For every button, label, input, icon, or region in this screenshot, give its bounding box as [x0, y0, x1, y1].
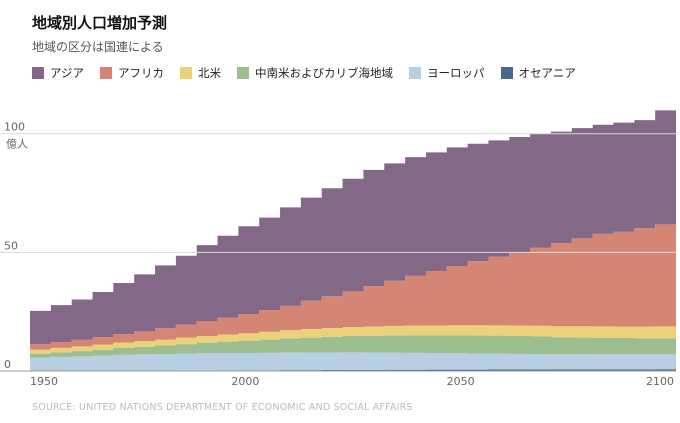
- legend-item-north-america: 北米: [180, 65, 221, 81]
- series-area-3: [30, 325, 676, 354]
- legend-label: 中南米およびカリブ海地域: [255, 66, 394, 80]
- legend-item-asia: アジア: [32, 65, 84, 81]
- series-area-4: [30, 224, 676, 350]
- legend-swatch: [100, 67, 113, 79]
- legend-label: アフリカ: [118, 66, 165, 80]
- legend-item-africa: アフリカ: [100, 65, 164, 81]
- series-areas: [30, 110, 676, 371]
- y-tick-label: 0: [4, 358, 11, 371]
- y-tick-label: 100: [4, 121, 25, 134]
- source-note: SOURCE: UNITED NATIONS DEPARTMENT OF ECO…: [32, 402, 413, 413]
- y-unit-label: 億人: [6, 138, 28, 151]
- legend-label: 北米: [198, 66, 222, 80]
- x-tick-label: 2000: [231, 375, 259, 388]
- legend-item-europe: ヨーロッパ: [409, 65, 485, 81]
- x-tick-label: 2050: [447, 375, 475, 388]
- gridlines: [0, 133, 676, 372]
- chart-title: 地域別人口増加予測: [32, 14, 168, 32]
- legend-item-oceania: オセアニア: [500, 65, 576, 81]
- series-area-5: [30, 110, 676, 345]
- chart-subtitle: 地域の区分は国連による: [32, 40, 164, 54]
- legend-swatch: [237, 67, 250, 79]
- series-area-2: [30, 335, 676, 358]
- x-tick-label: 1950: [30, 375, 58, 388]
- legend-swatch: [409, 67, 422, 79]
- legend: アジア アフリカ 北米 中南米およびカリブ海地域 ヨーロッパ オセアニア: [32, 65, 592, 81]
- legend-swatch: [180, 67, 193, 79]
- x-tick-label: 2100: [646, 375, 674, 388]
- legend-swatch: [500, 67, 513, 79]
- x-axis: 1950 2000 2050 2100: [30, 375, 674, 388]
- y-axis: 100 50 0 億人: [4, 121, 28, 371]
- legend-item-latin-america: 中南米およびカリブ海地域: [237, 65, 393, 81]
- series-area-1: [30, 352, 676, 371]
- legend-label: ヨーロッパ: [427, 66, 485, 80]
- y-tick-label: 50: [4, 239, 18, 252]
- legend-label: オセアニア: [518, 66, 576, 80]
- legend-swatch: [32, 67, 44, 79]
- legend-label: アジア: [50, 66, 85, 80]
